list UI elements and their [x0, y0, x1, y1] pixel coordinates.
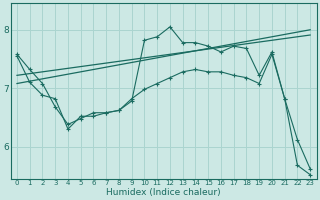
X-axis label: Humidex (Indice chaleur): Humidex (Indice chaleur) — [106, 188, 221, 197]
